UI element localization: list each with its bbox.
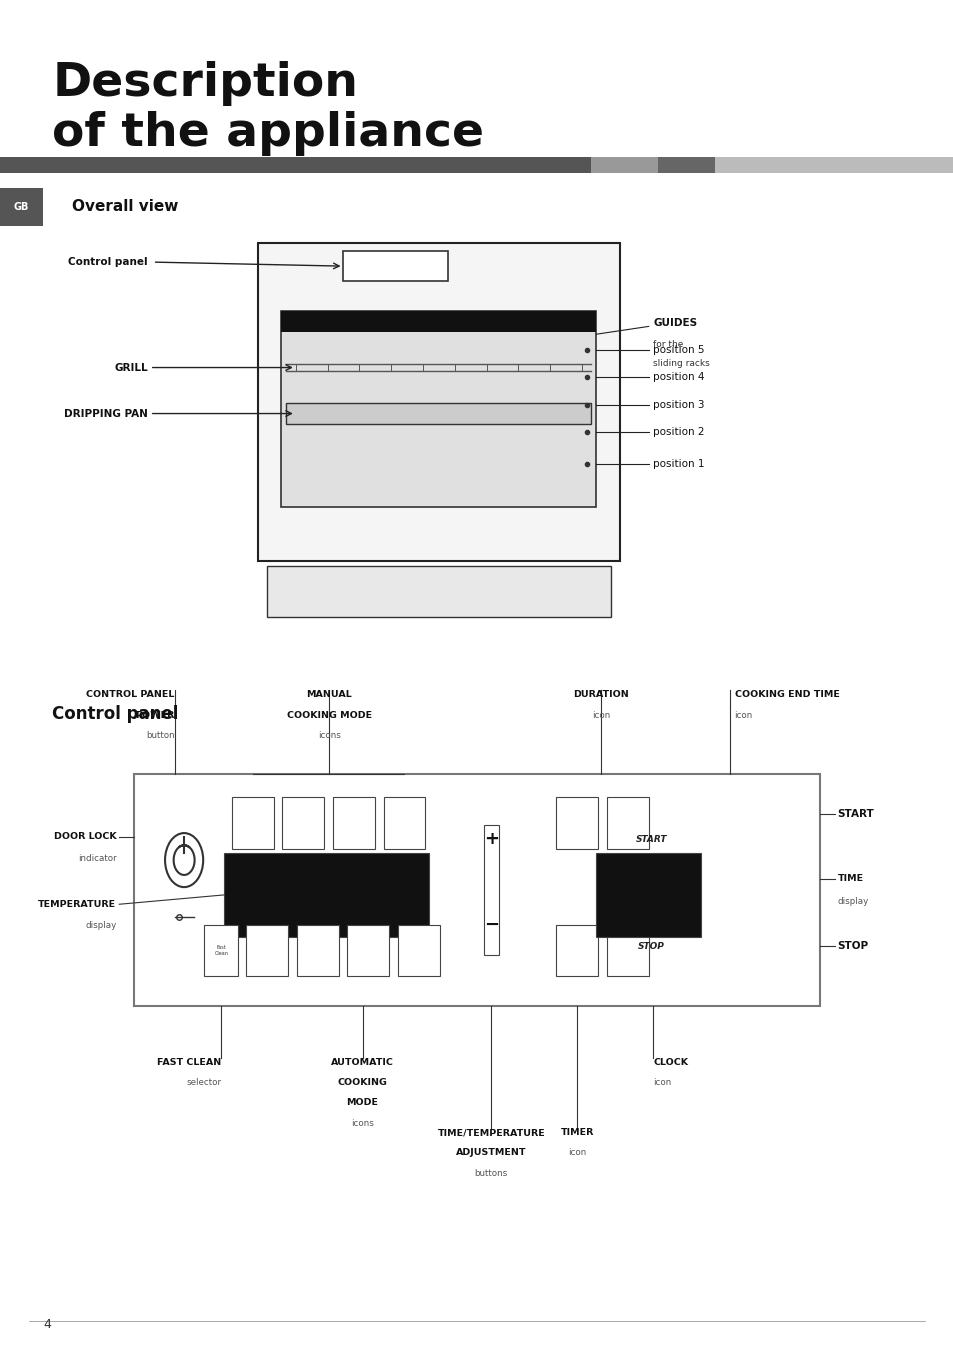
Bar bbox=[281, 311, 596, 332]
Text: MODE: MODE bbox=[346, 1098, 378, 1108]
Text: ADJUSTMENT: ADJUSTMENT bbox=[456, 1148, 526, 1158]
Bar bbox=[281, 311, 596, 507]
Text: TIME: TIME bbox=[837, 874, 862, 884]
Bar bbox=[282, 797, 324, 848]
Text: GUIDES: GUIDES bbox=[653, 319, 697, 328]
Text: DURATION: DURATION bbox=[573, 690, 628, 700]
Bar bbox=[556, 925, 598, 977]
Text: COOKING END TIME: COOKING END TIME bbox=[734, 690, 839, 700]
Bar bbox=[483, 825, 498, 955]
Text: TIME/TEMPERATURE: TIME/TEMPERATURE bbox=[437, 1128, 544, 1138]
Bar bbox=[246, 925, 288, 977]
Text: MANUAL: MANUAL bbox=[306, 690, 352, 700]
Text: Control panel: Control panel bbox=[52, 705, 178, 723]
Bar bbox=[296, 925, 338, 977]
Bar bbox=[591, 157, 658, 173]
Text: icons: icons bbox=[351, 1119, 374, 1128]
Bar bbox=[204, 925, 238, 977]
Text: position 1: position 1 bbox=[653, 458, 704, 469]
Text: icon: icon bbox=[653, 1078, 671, 1088]
Text: position 4: position 4 bbox=[653, 373, 704, 382]
Bar bbox=[556, 797, 598, 848]
Text: +: + bbox=[483, 830, 498, 848]
Text: GB: GB bbox=[13, 201, 29, 212]
Text: position 3: position 3 bbox=[653, 400, 704, 409]
Text: Control panel: Control panel bbox=[69, 257, 148, 267]
Text: icon: icon bbox=[734, 711, 752, 720]
Bar bbox=[0, 188, 43, 226]
Bar bbox=[267, 566, 610, 617]
Bar bbox=[286, 403, 591, 424]
Bar bbox=[333, 797, 375, 848]
Text: AUTOMATIC: AUTOMATIC bbox=[331, 1058, 394, 1067]
Text: DRIPPING PAN: DRIPPING PAN bbox=[64, 408, 148, 419]
Text: TEMPERATURE: TEMPERATURE bbox=[38, 900, 116, 909]
Text: of the appliance: of the appliance bbox=[52, 111, 484, 155]
Text: display: display bbox=[85, 921, 116, 931]
Text: START: START bbox=[635, 835, 667, 843]
Text: position 5: position 5 bbox=[653, 345, 704, 355]
Text: for the: for the bbox=[653, 340, 683, 349]
Text: CLOCK: CLOCK bbox=[653, 1058, 688, 1067]
Text: Description: Description bbox=[52, 61, 358, 105]
Text: position 2: position 2 bbox=[653, 427, 704, 438]
Bar bbox=[606, 797, 648, 848]
Bar bbox=[343, 251, 448, 281]
Bar bbox=[232, 797, 274, 848]
Text: display: display bbox=[837, 897, 868, 907]
Text: COOKING: COOKING bbox=[337, 1078, 387, 1088]
Text: sliding racks: sliding racks bbox=[653, 359, 709, 367]
Circle shape bbox=[165, 834, 203, 888]
Text: button: button bbox=[146, 731, 174, 740]
Bar bbox=[347, 925, 389, 977]
Text: FAST CLEAN: FAST CLEAN bbox=[157, 1058, 221, 1067]
Text: −: − bbox=[483, 916, 498, 934]
Text: Fast
Clean: Fast Clean bbox=[214, 946, 228, 957]
Text: icon: icon bbox=[591, 711, 610, 720]
Bar bbox=[383, 797, 425, 848]
Bar bbox=[606, 925, 648, 977]
Text: POWER: POWER bbox=[135, 711, 174, 720]
Text: 4: 4 bbox=[43, 1317, 51, 1331]
Text: DOOR LOCK: DOOR LOCK bbox=[53, 832, 116, 842]
Bar bbox=[133, 774, 820, 1006]
Bar bbox=[715, 157, 953, 173]
Text: STOP: STOP bbox=[837, 942, 868, 951]
Text: STOP: STOP bbox=[638, 942, 664, 951]
Text: icons: icons bbox=[317, 731, 340, 740]
Bar bbox=[397, 925, 439, 977]
Text: Overall view: Overall view bbox=[71, 199, 178, 215]
Text: icon: icon bbox=[567, 1148, 586, 1158]
Text: selector: selector bbox=[186, 1078, 221, 1088]
Bar bbox=[0, 157, 591, 173]
Text: START: START bbox=[837, 809, 874, 819]
Bar bbox=[596, 852, 700, 936]
Text: CONTROL PANEL: CONTROL PANEL bbox=[86, 690, 174, 700]
Bar bbox=[658, 157, 715, 173]
Bar bbox=[224, 852, 429, 936]
Text: buttons: buttons bbox=[475, 1169, 507, 1178]
Text: COOKING MODE: COOKING MODE bbox=[286, 711, 372, 720]
Text: GRILL: GRILL bbox=[114, 362, 148, 373]
Bar bbox=[257, 243, 619, 561]
Text: indicator: indicator bbox=[77, 854, 116, 863]
Text: TIMER: TIMER bbox=[560, 1128, 593, 1138]
